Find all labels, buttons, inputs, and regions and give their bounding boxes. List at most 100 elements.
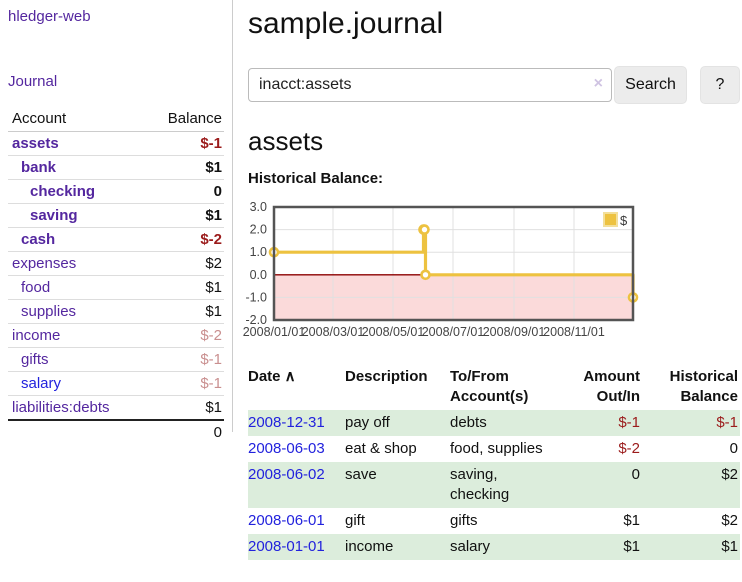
account-balance: $2: [143, 251, 224, 276]
help-button[interactable]: ?: [700, 66, 740, 104]
account-row: expenses $2: [8, 251, 224, 276]
accounts-total-value: 0: [143, 419, 224, 444]
svg-text:2008/09/01: 2008/09/01: [483, 325, 546, 339]
register-row: 2008-06-01 gift gifts $1 $2: [248, 508, 740, 534]
svg-text:2008/05/01: 2008/05/01: [362, 325, 425, 339]
svg-text:-1.0: -1.0: [245, 290, 267, 304]
transaction-amount: $-1: [556, 410, 642, 436]
transaction-date-link[interactable]: 2008-01-01: [248, 538, 325, 555]
transaction-date-link[interactable]: 2008-06-02: [248, 466, 325, 483]
transaction-accounts: salary: [450, 534, 556, 560]
transaction-date-link[interactable]: 2008-06-03: [248, 440, 325, 457]
account-row: assets $-1: [8, 131, 224, 156]
register-row: 2008-06-02 save saving, checking 0 $2: [248, 462, 740, 508]
transaction-balance: 0: [729, 440, 738, 457]
app-title-link[interactable]: hledger-web: [8, 8, 91, 25]
account-row: food $1: [8, 275, 224, 300]
account-link[interactable]: income: [12, 327, 61, 344]
svg-text:2008/01/01: 2008/01/01: [243, 325, 306, 339]
account-link[interactable]: assets: [12, 135, 59, 152]
account-balance: $1: [143, 395, 224, 421]
account-row: saving $1: [8, 203, 224, 228]
accounts-total-row: 0: [8, 419, 224, 444]
account-link[interactable]: liabilities:debts: [12, 399, 110, 416]
account-balance: $-2: [143, 227, 224, 252]
svg-text:2008/11/01: 2008/11/01: [543, 325, 605, 339]
register-table-body: 2008-12-31 pay off debts $-1 $-1 2008-06-03 ea…: [248, 410, 740, 560]
account-link[interactable]: cash: [21, 231, 56, 248]
accounts-table: Account Balance assets $-1 bank $1 checking 0…: [8, 107, 224, 444]
register-row: 2008-12-31 pay off debts $-1 $-1: [248, 410, 740, 436]
account-balance: $-1: [143, 347, 224, 372]
register-header-amount-out-in: Amount Out/In: [583, 368, 640, 405]
svg-text:2008/03/01: 2008/03/01: [302, 325, 365, 339]
accounts-table-body: assets $-1 bank $1 checking 0 saving $1 cash $-2 e…: [8, 131, 224, 444]
account-row: cash $-2: [8, 227, 224, 252]
transaction-accounts: debts: [450, 410, 556, 436]
register-header-date[interactable]: Date ∧: [248, 368, 296, 385]
account-row: supplies $1: [8, 299, 224, 324]
transaction-amount: $-2: [618, 440, 640, 457]
svg-text:1.0: 1.0: [250, 245, 267, 259]
accounts-header-balance: Balance: [143, 107, 224, 132]
register-header-row: Date ∧ Description To/From Account(s) Amoun…: [248, 364, 740, 410]
svg-text:0.0: 0.0: [250, 268, 267, 282]
transaction-description: save: [345, 462, 450, 508]
svg-text:-2.0: -2.0: [245, 313, 267, 327]
transaction-description: pay off: [345, 410, 450, 436]
historical-balance-chart: 3.0 2.0 1.0 0.0 -1.0 -2.02008/01/012008/03/01…: [243, 200, 639, 339]
account-link[interactable]: gifts: [21, 351, 49, 368]
account-row: income $-2: [8, 323, 224, 348]
page-title: sample.journal: [248, 7, 444, 40]
account-link[interactable]: bank: [21, 159, 57, 176]
register-header-to-from-account-s-: To/From Account(s): [450, 368, 529, 405]
account-link[interactable]: food: [21, 279, 51, 296]
sidebar: hledger-web Journal Account Balance asse…: [0, 0, 233, 444]
transaction-description: income: [345, 534, 450, 560]
account-balance: $1: [143, 203, 224, 228]
accounts-header-account: Account: [8, 107, 144, 132]
transaction-balance: $1: [642, 534, 740, 560]
sidebar-item-journal[interactable]: Journal: [8, 73, 58, 90]
account-row: bank $1: [8, 155, 224, 180]
svg-text:2.0: 2.0: [250, 223, 267, 237]
transaction-balance: $2: [721, 512, 738, 529]
transaction-balance: $-1: [642, 410, 740, 436]
transaction-description: eat & shop: [345, 440, 417, 457]
register-table: Date ∧ Description To/From Account(s) Amoun…: [248, 364, 740, 560]
account-balance: 0: [143, 179, 224, 204]
account-link[interactable]: salary: [21, 375, 62, 392]
account-link[interactable]: supplies: [21, 303, 77, 320]
account-balance: $-2: [143, 323, 224, 348]
svg-text:$: $: [620, 213, 628, 228]
chart-title: Historical Balance:: [248, 170, 384, 187]
account-balance: $1: [143, 299, 224, 324]
register-row: 2008-06-03 eat & shop food, supplies $-2 0: [248, 436, 740, 462]
account-link[interactable]: saving: [30, 207, 78, 224]
account-row: salary $-1: [8, 371, 224, 396]
transaction-accounts: gifts: [450, 512, 478, 529]
register-header-historical-balance: Historical Balance: [669, 368, 738, 405]
account-row: gifts $-1: [8, 347, 224, 372]
transaction-date-link[interactable]: 2008-06-01: [248, 512, 325, 529]
svg-text:2008/07/01: 2008/07/01: [422, 325, 485, 339]
account-row: liabilities:debts $1: [8, 395, 224, 421]
account-page-title: assets: [248, 126, 324, 156]
account-balance: $-1: [143, 131, 224, 156]
search-bar: × Search ?: [248, 66, 742, 104]
transaction-accounts: saving, checking: [450, 462, 556, 508]
transaction-amount: 0: [556, 462, 642, 508]
transaction-date-link[interactable]: 2008-12-31: [248, 414, 325, 431]
account-balance: $1: [143, 155, 224, 180]
transaction-description: gift: [345, 512, 366, 529]
svg-text:3.0: 3.0: [250, 200, 267, 214]
account-balance: $-1: [143, 371, 224, 396]
transaction-accounts: food, supplies: [450, 440, 543, 457]
clear-search-icon[interactable]: ×: [593, 75, 603, 92]
account-link[interactable]: checking: [30, 183, 96, 200]
search-button[interactable]: Search: [614, 66, 687, 104]
account-link[interactable]: expenses: [12, 255, 77, 272]
register-header-description: Description: [345, 368, 428, 385]
search-input[interactable]: [248, 68, 612, 102]
